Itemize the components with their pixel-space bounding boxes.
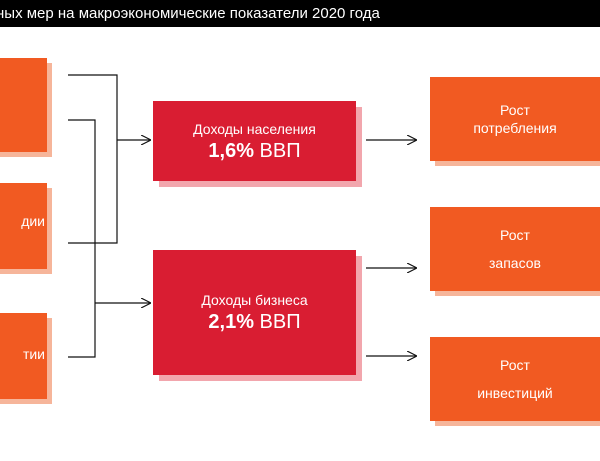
investment-growth-box: Рост инвестиций <box>430 337 600 421</box>
investment-growth-line2: инвестиций <box>477 385 553 401</box>
income-population-label: Доходы населения <box>193 120 316 137</box>
income-business-box: Доходы бизнеса 2,1% ВВП <box>153 250 356 375</box>
income-population-percent: 1,6% <box>208 139 254 162</box>
income-population-unit: ВВП <box>259 139 301 162</box>
left-box-label: дии <box>21 213 45 229</box>
left-box-label: тии <box>22 346 45 362</box>
inventory-growth-line1: Рост <box>500 227 530 243</box>
page-title: ных мер на макроэкономические показатели… <box>0 0 600 27</box>
income-business-value: 2,1% ВВП <box>208 311 300 334</box>
consumption-growth-line2: потребления <box>473 120 557 136</box>
income-business-unit: ВВП <box>259 311 301 333</box>
income-business-label: Доходы бизнеса <box>201 292 308 308</box>
income-population-box: Доходы населения 1,6% ВВП <box>153 101 356 181</box>
inventory-growth-line2: запасов <box>489 255 541 271</box>
connector-line <box>68 119 96 358</box>
consumption-growth-line1: Рост <box>500 102 530 118</box>
consumption-growth-box: Рост потребления <box>430 77 600 161</box>
investment-growth-line1: Рост <box>500 357 530 373</box>
left-box-3: тии <box>0 313 47 399</box>
left-box-1 <box>0 58 47 152</box>
inventory-growth-box: Рост запасов <box>430 207 600 291</box>
connector-line <box>68 74 118 140</box>
left-box-2: дии <box>0 183 47 269</box>
connector-line <box>68 140 118 244</box>
income-population-value: 1,6% ВВП <box>208 140 300 163</box>
income-business-percent: 2,1% <box>208 311 254 333</box>
